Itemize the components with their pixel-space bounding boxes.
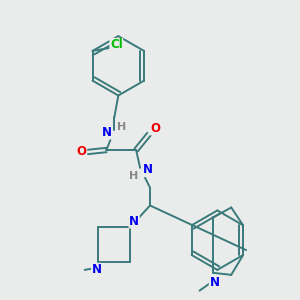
Text: O: O (76, 146, 87, 158)
Text: N: N (143, 163, 153, 176)
Text: H: H (117, 122, 126, 132)
Text: H: H (128, 171, 138, 181)
Text: N: N (92, 263, 101, 276)
Text: Cl: Cl (110, 38, 123, 52)
Text: N: N (209, 276, 219, 289)
Text: O: O (150, 122, 160, 135)
Text: N: N (129, 215, 139, 228)
Text: N: N (101, 126, 111, 139)
